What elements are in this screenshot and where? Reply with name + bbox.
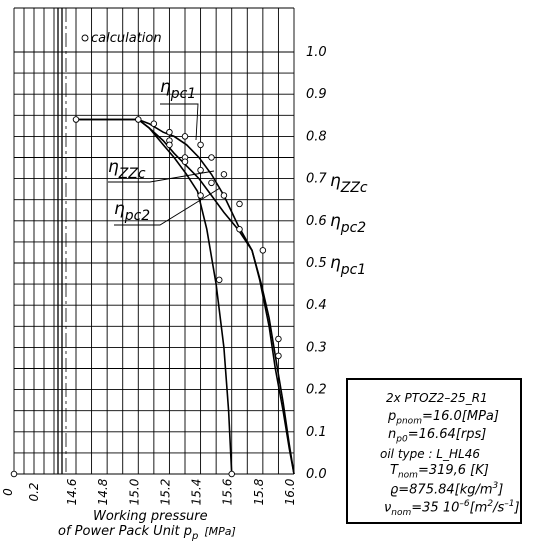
- data-point: [275, 352, 282, 360]
- y-tick-label: 0.4: [306, 298, 327, 313]
- data-point: [135, 116, 142, 123]
- info-viscosity: νnom=35 10–6[m2/s–1]: [384, 500, 536, 518]
- data-point: [72, 116, 80, 123]
- x-tick-label: 0.2: [27, 482, 41, 501]
- info-n-label: n: [388, 427, 397, 442]
- right-label-pc2: ηpc2: [330, 211, 366, 236]
- info-nu-exp: –6: [459, 499, 470, 509]
- info-n: np0=16.64[rps]: [388, 428, 536, 445]
- info-rho-label: ϱ: [390, 482, 399, 498]
- x-tick-label: 15.2: [158, 479, 172, 506]
- data-point: [166, 128, 173, 136]
- x-axis-label-line1: Working pressure: [93, 509, 208, 524]
- y-tick-label: 0.5: [306, 256, 327, 271]
- x-tick-label: 15.4: [190, 479, 204, 506]
- inner-label-pc1: ηpc1: [160, 77, 196, 102]
- info-nu-unit: [m: [469, 500, 488, 516]
- data-point: [220, 192, 228, 199]
- x-tick-label: 15.8: [252, 478, 266, 505]
- y-tick-label: 0.9: [306, 87, 327, 102]
- info-temperature: Tnom=319,6 [K]: [390, 464, 536, 481]
- info-nu-label: ν: [384, 500, 392, 516]
- data-point: [228, 470, 235, 478]
- series-line-pc2: [76, 118, 233, 475]
- x-tick-label: 14.6: [65, 478, 79, 505]
- parameters-box: 2x PTOZ2–25_R1 ppnom=16.0[MPa] np0=16.64…: [346, 378, 522, 524]
- info-t-sub: nom: [397, 470, 418, 481]
- data-point: [236, 225, 243, 233]
- info-nu-exp3: –1: [504, 499, 515, 509]
- leader-line-zzc: [108, 170, 215, 183]
- y-tick-label: 0.0: [306, 467, 327, 482]
- data-point: [216, 276, 223, 284]
- data-point: [150, 120, 158, 127]
- info-nu-exp2: 2: [487, 499, 494, 509]
- data-point: [259, 247, 267, 254]
- info-nu-close: ]: [514, 500, 520, 516]
- info-p-nom: ppnom=16.0[MPa]: [388, 410, 536, 427]
- info-p-nom-value: =16.0[MPa]: [421, 409, 499, 424]
- data-point: [236, 200, 243, 208]
- x-axis-label-line2: of Power Pack Unit pp [MPa]: [58, 524, 236, 542]
- y-tick-label: 0.6: [306, 214, 327, 229]
- info-p-nom-label: p: [388, 409, 397, 424]
- series-labels: ηpc1 ηZZc ηpc2 ηZZc ηpc2 ηpc1: [108, 77, 368, 278]
- data-point: [166, 141, 173, 149]
- origin-point: [10, 470, 18, 478]
- inner-label-pc2: ηpc2: [114, 199, 150, 224]
- y-tick-label: 0.7: [306, 172, 327, 187]
- info-density: ϱ=875.84[kg/m3]: [390, 481, 536, 498]
- legend-marker: [81, 34, 89, 42]
- legend: calculation: [81, 31, 162, 46]
- x-tick-label: 15.6: [221, 478, 235, 505]
- info-rho-value: =875.84[kg/m: [398, 482, 493, 498]
- y-tick-label: 0.2: [306, 383, 327, 398]
- x-tick-label: 14.8: [96, 478, 110, 505]
- x-tick-label: 15.0: [127, 478, 141, 505]
- data-point: [275, 335, 282, 343]
- right-label-pc1: ηpc1: [330, 253, 366, 278]
- data-point: [220, 171, 228, 178]
- leader-line-pc1: [160, 103, 199, 141]
- y-tick-label: 0.3: [306, 340, 327, 355]
- markers: [10, 116, 282, 478]
- info-p-nom-sub: pnom: [396, 416, 422, 427]
- info-nu-value: =35 10: [411, 500, 460, 516]
- right-label-ZZc: ηZZc: [330, 171, 368, 196]
- data-point: [181, 133, 189, 140]
- leader-line-pc2: [114, 187, 221, 226]
- data-point: [208, 154, 215, 161]
- y-tick-label: 0.1: [306, 425, 327, 440]
- data-point: [181, 158, 189, 165]
- info-nu-sub: nom: [391, 507, 412, 518]
- info-title: 2x PTOZ2–25_R1: [386, 391, 488, 405]
- x-tick-label: 16.0: [283, 478, 297, 505]
- info-n-sub: p0: [396, 434, 408, 445]
- data-point: [197, 141, 204, 149]
- data-point: [197, 192, 204, 199]
- info-t-label: T: [390, 463, 398, 478]
- data-point: [197, 166, 204, 174]
- x-tick-label: 0: [1, 488, 15, 496]
- info-t-value: =319,6 [K]: [417, 463, 489, 478]
- inner-label-ZZc: ηZZc: [108, 157, 146, 182]
- tick-labels: 0.0 0.1 0.2 0.3 0.4 0.5 0.6 0.7 0.8 0.9 1.0 0 0.2 14.…: [1, 45, 327, 505]
- info-nu-unit2: /s: [493, 500, 505, 516]
- info-rho-exp: 3: [492, 481, 499, 491]
- series-line-ZZc: [76, 118, 295, 475]
- y-tick-label: 1.0: [306, 45, 327, 60]
- info-rho-close: ]: [498, 482, 504, 498]
- legend-label: calculation: [91, 31, 162, 46]
- grid: [13, 7, 295, 475]
- y-tick-label: 0.8: [306, 129, 327, 144]
- info-n-value: =16.64[rps]: [407, 427, 487, 442]
- info-oil-type: oil type : L_HL46: [380, 447, 480, 461]
- data-point: [208, 179, 215, 187]
